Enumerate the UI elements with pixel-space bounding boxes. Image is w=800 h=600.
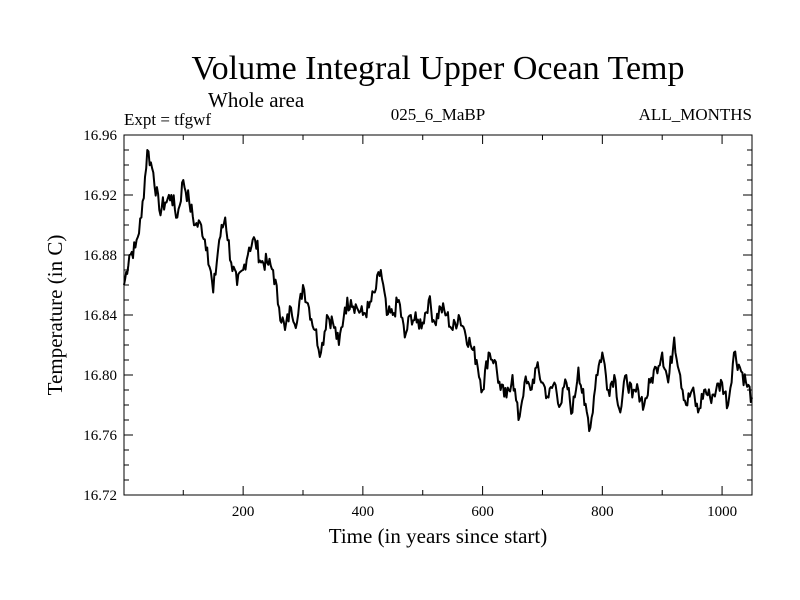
x-tick-label: 200 <box>232 504 255 520</box>
x-axis-label: Time (in years since start) <box>329 524 548 548</box>
y-tick-label: 16.96 <box>83 128 117 144</box>
y-tick-label: 16.80 <box>83 368 117 384</box>
x-tick-label: 800 <box>591 504 614 520</box>
months-label: ALL_MONTHS <box>639 105 752 124</box>
x-tick-label: 1000 <box>707 504 737 520</box>
y-tick-label: 16.88 <box>83 248 117 264</box>
series-line-tfgwf <box>123 149 753 433</box>
y-tick-label: 16.92 <box>83 188 117 204</box>
y-tick-label: 16.72 <box>83 488 117 504</box>
plot-frame <box>123 134 753 496</box>
tick-labels: 200 400 600 800 1000 16.72 16.76 16.80 16.84 16.8… <box>83 128 737 520</box>
x-tick-label: 400 <box>352 504 375 520</box>
y-tick-label: 16.84 <box>83 308 117 324</box>
x-tick-label: 600 <box>471 504 494 520</box>
expt-label: Expt = tfgwf <box>124 110 211 129</box>
run-label: 025_6_MaBP <box>391 105 485 124</box>
chart-subtitle: Whole area <box>208 88 305 112</box>
y-tick-label: 16.76 <box>83 428 117 444</box>
chart-title: Volume Integral Upper Ocean Temp <box>192 50 685 87</box>
y-axis-label: Temperature (in C) <box>43 235 67 396</box>
